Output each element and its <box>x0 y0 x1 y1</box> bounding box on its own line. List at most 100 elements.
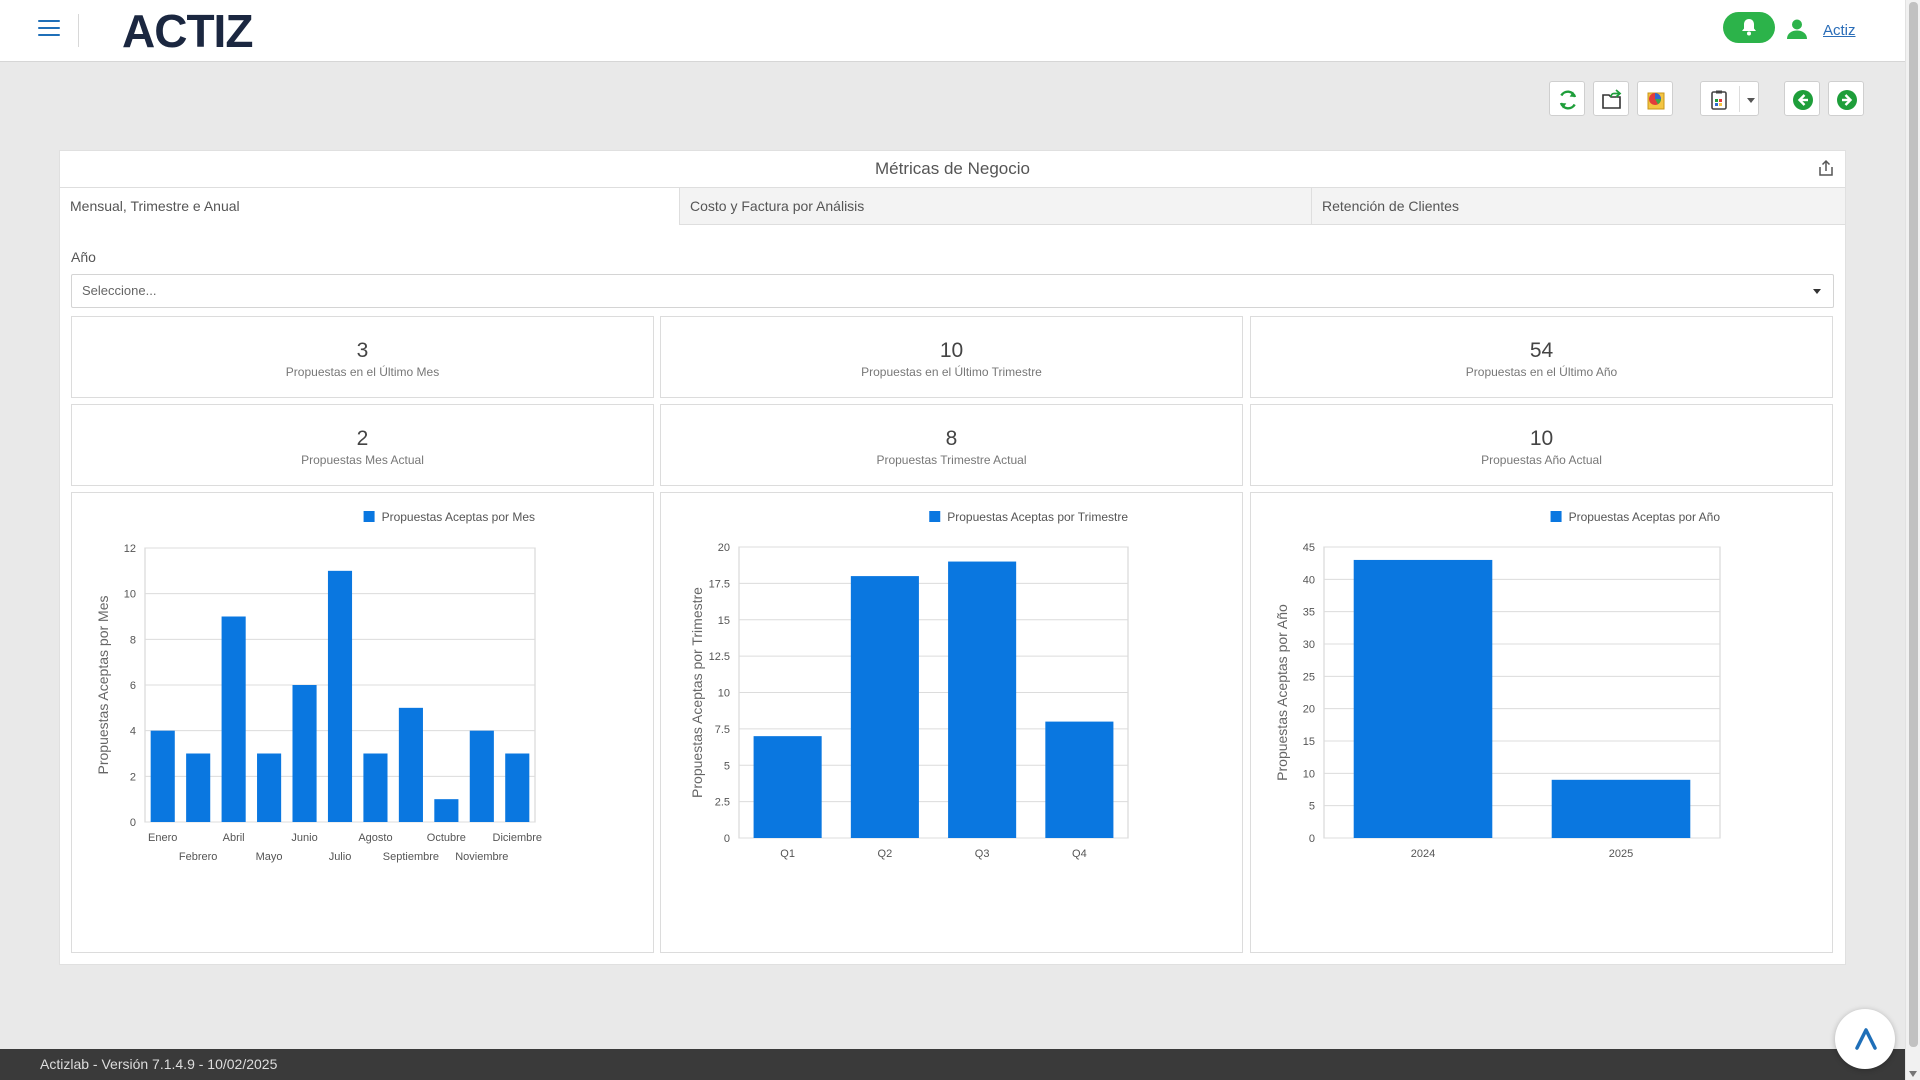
scroll-down-arrow[interactable] <box>1909 1071 1917 1077</box>
x-tick-label: Q1 <box>780 848 795 860</box>
legend-swatch <box>929 511 941 522</box>
tab-cost-invoice[interactable]: Costo y Factura por Análisis <box>679 188 1311 225</box>
actiz-logo-icon <box>1855 1028 1877 1050</box>
chart-quarterly: 0 2.5 5 7.5 10 12.5 15 17.5 20 Q1 Q2 Q3 Q4 Propuestas… <box>660 492 1243 953</box>
bar <box>221 616 246 822</box>
bar <box>505 753 530 822</box>
refresh-button[interactable] <box>1549 81 1585 116</box>
y-tick-label: 7.5 <box>715 724 730 736</box>
actiz-assistant-button[interactable] <box>1835 1009 1895 1069</box>
metric-last-quarter: 10 Propuestas en el Último Trimestre <box>660 316 1243 398</box>
x-tick-label: Diciembre <box>493 832 543 844</box>
year-select-placeholder: Seleccione... <box>82 283 157 298</box>
legend-label: Propuestas Aceptas por Mes <box>382 510 535 524</box>
back-button[interactable] <box>1784 81 1820 116</box>
y-axis-label: Propuestas Aceptas por Mes <box>95 596 111 775</box>
tab-bar: Mensual, Trimestre e Anual Costo y Factu… <box>60 188 1845 225</box>
page-scrollbar[interactable] <box>1905 0 1920 1080</box>
x-tick-label: Mayo <box>256 851 283 863</box>
metric-last-year: 54 Propuestas en el Último Año <box>1250 316 1833 398</box>
x-tick-label: Noviembre <box>455 851 508 863</box>
y-tick-label: 5 <box>1309 801 1315 813</box>
metric-label: Propuestas Año Actual <box>1481 453 1602 467</box>
x-tick-label: Febrero <box>179 851 218 863</box>
y-tick-label: 35 <box>1303 607 1315 619</box>
bar <box>1353 559 1493 838</box>
tab-client-retention[interactable]: Retención de Clientes <box>1311 188 1845 225</box>
y-tick-label: 20 <box>718 542 730 554</box>
bar <box>292 685 317 822</box>
user-menu-link[interactable]: Actiz <box>1823 22 1856 39</box>
bar <box>327 570 353 822</box>
y-tick-label: 6 <box>130 680 136 692</box>
metric-value: 8 <box>945 427 958 450</box>
user-icon <box>1787 19 1807 39</box>
menu-icon[interactable] <box>38 20 60 38</box>
top-bar: ACTIZ Actiz <box>0 0 1905 62</box>
metric-current-month: 2 Propuestas Mes Actual <box>71 404 654 486</box>
y-tick-label: 10 <box>124 589 136 601</box>
legend-swatch <box>363 511 375 522</box>
x-tick-label: Q4 <box>1072 848 1087 860</box>
bar <box>753 736 822 838</box>
x-tick-label: Junio <box>291 832 317 844</box>
forward-arrow-icon <box>1837 90 1857 110</box>
y-tick-label: 25 <box>1303 671 1315 683</box>
metric-current-year: 10 Propuestas Año Actual <box>1250 404 1833 486</box>
bar <box>469 730 494 822</box>
bar <box>363 753 388 822</box>
export-button[interactable] <box>1593 81 1629 116</box>
x-tick-label: 2025 <box>1609 848 1633 860</box>
scrollbar-thumb[interactable] <box>1909 2 1918 1047</box>
bar <box>850 576 919 838</box>
x-tick-label: Enero <box>148 832 177 844</box>
y-tick-label: 15 <box>1303 736 1315 748</box>
tab-monthly[interactable]: Mensual, Trimestre e Anual <box>60 188 679 225</box>
notifications-button[interactable] <box>1723 12 1775 43</box>
y-tick-label: 10 <box>1303 768 1315 780</box>
y-tick-label: 2 <box>130 771 136 783</box>
card-title: Métricas de Negocio <box>60 151 1845 188</box>
y-tick-label: 4 <box>130 726 136 738</box>
y-tick-label: 8 <box>130 634 136 646</box>
divider <box>78 14 79 47</box>
y-tick-label: 30 <box>1303 639 1315 651</box>
metric-value: 10 <box>939 339 964 362</box>
y-tick-label: 5 <box>724 760 730 772</box>
x-tick-label: Agosto <box>358 832 392 844</box>
x-tick-label: Q2 <box>878 848 893 860</box>
year-label: Año <box>71 249 96 265</box>
report-button[interactable] <box>1637 81 1673 116</box>
chevron-down-icon[interactable] <box>1747 98 1755 103</box>
year-select[interactable]: Seleccione... <box>71 274 1834 308</box>
refresh-icon <box>1559 90 1577 110</box>
bar <box>257 753 282 822</box>
business-metrics-card: Métricas de Negocio Mensual, Trimestre e… <box>59 150 1846 965</box>
x-tick-label: Q3 <box>975 848 990 860</box>
metric-label: Propuestas Mes Actual <box>301 453 424 467</box>
y-tick-label: 10 <box>718 688 730 700</box>
logo: ACTIZ <box>122 5 253 57</box>
metric-label: Propuestas Trimestre Actual <box>876 453 1027 467</box>
metric-value: 2 <box>356 427 369 450</box>
bar <box>1551 779 1691 838</box>
chevron-down-icon <box>1813 289 1821 294</box>
clipboard-icon <box>1711 90 1727 110</box>
y-tick-label: 17.5 <box>709 578 730 590</box>
bar <box>948 561 1017 838</box>
forward-button[interactable] <box>1828 81 1864 116</box>
clipboard-dropdown-button[interactable] <box>1700 81 1759 116</box>
x-tick-label: Octubre <box>427 832 466 844</box>
y-tick-label: 12 <box>124 543 136 555</box>
x-tick-label: Septiembre <box>383 851 439 863</box>
bar <box>186 753 211 822</box>
share-icon[interactable] <box>1817 159 1835 177</box>
bar <box>398 707 423 822</box>
chart-quarterly-svg: 0 2.5 5 7.5 10 12.5 15 17.5 20 Q1 Q2 Q3 Q4 Propuestas… <box>689 510 1129 860</box>
split-divider <box>1739 86 1740 112</box>
y-tick-label: 0 <box>724 833 730 845</box>
legend-label: Propuestas Aceptas por Trimestre <box>947 510 1128 524</box>
y-axis-label: Propuestas Aceptas por Año <box>1274 604 1290 781</box>
